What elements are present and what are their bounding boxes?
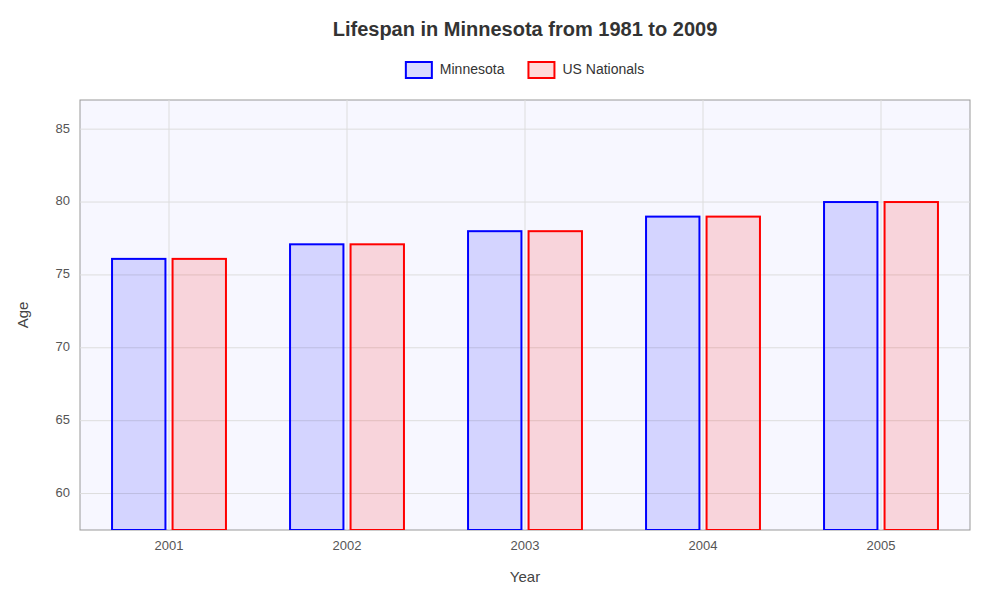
x-tick-label: 2002 — [333, 538, 362, 553]
x-axis: 2001 2002 2003 2004 2005 — [155, 538, 896, 553]
y-tick-label: 85 — [56, 121, 70, 136]
chart: 60 65 70 75 80 85 2001 2002 2003 2004 2005 Year Age L… — [0, 0, 1000, 600]
title: Lifespan in Minnesota from 1981 to 2009 — [333, 18, 718, 40]
bar — [707, 217, 760, 530]
bar — [351, 244, 404, 530]
x-tick-label: 2005 — [867, 538, 896, 553]
grid — [80, 100, 970, 530]
bar — [173, 259, 226, 530]
legend-swatch — [528, 62, 554, 78]
bar — [468, 231, 521, 530]
legend-item: Minnesota — [406, 61, 505, 78]
series — [173, 202, 938, 530]
legend-swatch — [406, 62, 432, 78]
bar — [529, 231, 582, 530]
x-axis-label: Year — [510, 568, 540, 585]
y-tick-label: 65 — [56, 412, 70, 427]
y-axis: 60 65 70 75 80 85 — [56, 121, 70, 500]
grid-line — [347, 100, 348, 530]
legend: Minnesota US Nationals — [406, 61, 644, 78]
grid-line — [525, 100, 526, 530]
plot-area — [80, 100, 970, 530]
y-tick-label: 70 — [56, 339, 70, 354]
bar — [290, 244, 343, 530]
x-tick-label: 2001 — [155, 538, 184, 553]
y-tick-label: 60 — [56, 485, 70, 500]
legend-item: US Nationals — [528, 61, 644, 78]
bar — [824, 202, 877, 530]
bar — [885, 202, 938, 530]
x-tick-label: 2003 — [511, 538, 540, 553]
grid-line — [169, 100, 170, 530]
grid-line — [703, 100, 704, 530]
series — [112, 202, 877, 530]
y-tick-label: 75 — [56, 266, 70, 281]
y-tick-label: 80 — [56, 193, 70, 208]
bar — [112, 259, 165, 530]
legend-label: Minnesota — [440, 61, 505, 77]
x-tick-label: 2004 — [689, 538, 718, 553]
bar — [646, 217, 699, 530]
grid-line — [881, 100, 882, 530]
y-axis-label: Age — [14, 302, 31, 329]
chart-container: 60 65 70 75 80 85 2001 2002 2003 2004 2005 Year Age L… — [0, 0, 1000, 600]
bars — [112, 202, 938, 530]
legend-label: US Nationals — [562, 61, 644, 77]
